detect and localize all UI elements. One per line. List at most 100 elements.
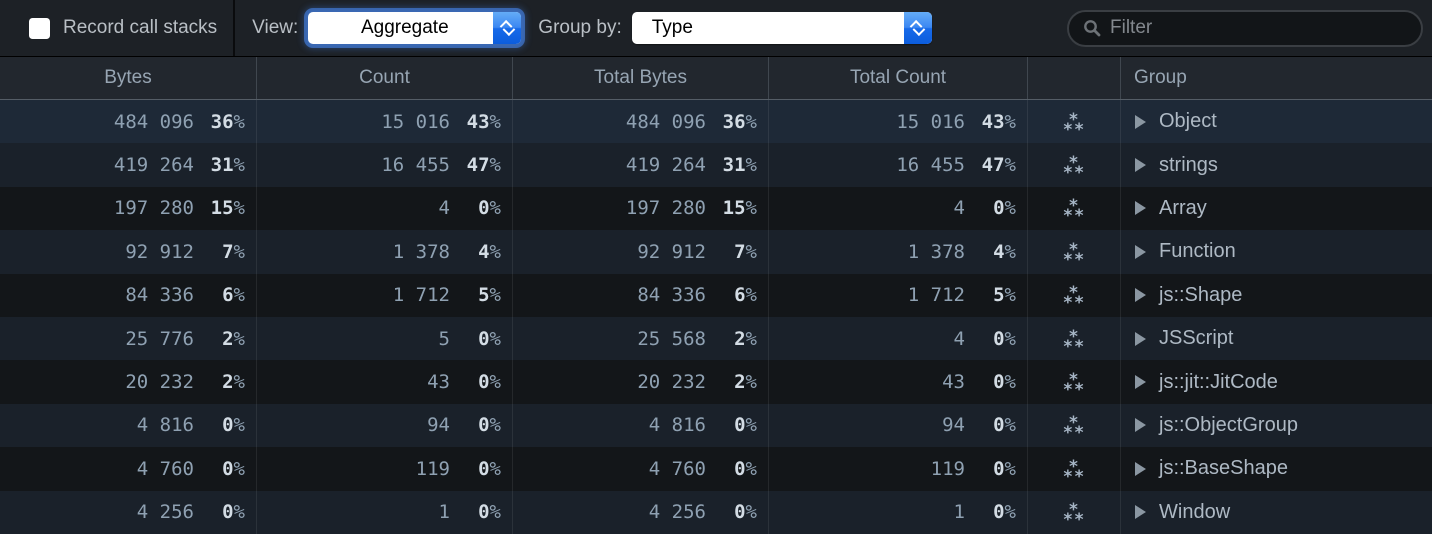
- count-cell-percent: 43%: [450, 111, 512, 133]
- bytes-cell-value: 197 280: [113, 197, 194, 220]
- table-row[interactable]: 4 816 0% 94 0% 4 816 0% 94 0% * ** js::ObjectGroup: [0, 403, 1432, 448]
- table-row[interactable]: 4 760 0% 119 0% 4 760 0% 119 0% * ** js::BaseShape: [0, 447, 1432, 491]
- view-individuals-icon[interactable]: * **: [1062, 456, 1086, 487]
- total-bytes-cell-percent: 2%: [706, 328, 768, 350]
- table-header: Bytes Count Total Bytes Total Count Grou…: [0, 57, 1432, 100]
- total-count-cell: 16 455 47%: [769, 143, 1028, 187]
- bytes-cell-value: 20 232: [125, 371, 194, 394]
- group-cell[interactable]: js::BaseShape: [1121, 447, 1432, 490]
- total-bytes-cell-percent-sign: %: [745, 457, 757, 480]
- total-count-cell-percent-number: 0: [993, 197, 1005, 220]
- bytes-cell-percent: 15%: [194, 197, 256, 219]
- view-individuals-icon[interactable]: * **: [1062, 370, 1086, 401]
- total-bytes-cell-value: 4 816: [648, 414, 706, 437]
- group-cell[interactable]: Object: [1121, 100, 1432, 143]
- expand-arrow-icon[interactable]: [1135, 201, 1146, 216]
- view-individuals-icon[interactable]: * **: [1062, 413, 1086, 444]
- total-bytes-cell-percent: 2%: [706, 371, 768, 393]
- group-cell[interactable]: Window: [1121, 491, 1432, 534]
- total-count-cell-percent-number: 0: [993, 414, 1005, 437]
- view-individuals-icon[interactable]: * **: [1062, 283, 1086, 314]
- group-cell[interactable]: js::Shape: [1121, 274, 1432, 317]
- count-cell: 4 0%: [257, 186, 513, 231]
- bytes-cell-percent-number: 31: [210, 154, 234, 177]
- table-row[interactable]: 4 256 0% 1 0% 4 256 0% 1 0% * ** Window: [0, 490, 1432, 534]
- bytes-cell-percent: 36%: [194, 111, 256, 133]
- count-cell-percent-sign: %: [489, 327, 501, 350]
- group-cell[interactable]: JSScript: [1121, 317, 1432, 360]
- view-individuals-icon[interactable]: * **: [1062, 153, 1086, 184]
- column-header-bytes[interactable]: Bytes: [0, 57, 257, 99]
- column-header-total-bytes[interactable]: Total Bytes: [513, 57, 769, 99]
- table-row[interactable]: 484 096 36% 15 016 43% 484 096 36% 15 016 43% * *…: [0, 100, 1432, 144]
- table-row[interactable]: 84 336 6% 1 712 5% 84 336 6% 1 712 5% * ** js::Sha…: [0, 273, 1432, 317]
- table-row[interactable]: 197 280 15% 4 0% 197 280 15% 4 0% * ** Array: [0, 186, 1432, 231]
- bytes-cell-percent-number: 0: [222, 414, 234, 437]
- count-cell: 119 0%: [257, 447, 513, 491]
- table-row[interactable]: 20 232 2% 43 0% 20 232 2% 43 0% * ** js::jit::JitC…: [0, 360, 1432, 404]
- count-cell-percent: 0%: [450, 414, 512, 436]
- view-individuals-icon[interactable]: * **: [1062, 196, 1086, 227]
- view-individuals-icon[interactable]: * **: [1062, 109, 1086, 140]
- bytes-cell: 419 264 31%: [0, 143, 257, 187]
- total-count-cell-percent-number: 43: [981, 110, 1005, 133]
- table-row[interactable]: 25 776 2% 5 0% 25 568 2% 4 0% * ** JSScript: [0, 316, 1432, 361]
- group-by-label: Group by:: [538, 17, 622, 38]
- total-count-cell-value: 15 016: [896, 110, 965, 133]
- count-cell: 94 0%: [257, 403, 513, 448]
- total-count-cell-percent: 0%: [965, 501, 1027, 523]
- table-row[interactable]: 419 264 31% 16 455 47% 419 264 31% 16 455 47% * *…: [0, 143, 1432, 187]
- group-name: js::Shape: [1159, 283, 1243, 306]
- total-count-cell-percent-sign: %: [1004, 457, 1016, 480]
- filter-input[interactable]: [1110, 17, 1407, 39]
- column-header-group[interactable]: Group: [1134, 67, 1187, 88]
- bytes-cell-percent-number: 0: [222, 457, 234, 480]
- total-count-cell-percent-sign: %: [1004, 284, 1016, 307]
- count-cell-percent-number: 0: [478, 501, 490, 524]
- group-by-select[interactable]: Type: [631, 12, 932, 44]
- select-stepper-icon: [493, 12, 522, 44]
- count-cell-percent-sign: %: [489, 110, 501, 133]
- bytes-cell-percent-number: 7: [222, 240, 234, 263]
- expand-arrow-icon[interactable]: [1135, 375, 1146, 390]
- filter-box[interactable]: [1067, 9, 1423, 47]
- group-cell[interactable]: Array: [1121, 187, 1432, 230]
- count-cell-percent-number: 47: [466, 154, 490, 177]
- record-call-stacks-checkbox[interactable]: [29, 17, 50, 39]
- group-cell[interactable]: js::jit::JitCode: [1121, 360, 1432, 403]
- expand-arrow-icon[interactable]: [1135, 461, 1146, 476]
- total-bytes-cell: 25 568 2%: [513, 316, 769, 361]
- bytes-cell-value: 4 256: [136, 501, 194, 524]
- expand-arrow-icon[interactable]: [1135, 331, 1146, 346]
- expand-arrow-icon[interactable]: [1135, 505, 1146, 520]
- view-individuals-icon[interactable]: * **: [1062, 326, 1086, 357]
- total-bytes-cell-percent: 31%: [706, 154, 768, 176]
- record-call-stacks-control[interactable]: Record call stacks: [0, 17, 217, 39]
- total-bytes-cell-percent: 0%: [706, 458, 768, 480]
- count-cell-value: 16 455: [381, 154, 450, 177]
- table-row[interactable]: 92 912 7% 1 378 4% 92 912 7% 1 378 4% * ** Functio…: [0, 230, 1432, 274]
- group-cell[interactable]: strings: [1121, 143, 1432, 186]
- count-cell-percent-number: 43: [466, 110, 490, 133]
- view-label: View:: [252, 17, 299, 38]
- bytes-cell-percent-sign: %: [233, 110, 245, 133]
- count-cell-percent: 0%: [450, 328, 512, 350]
- expand-arrow-icon[interactable]: [1135, 158, 1146, 173]
- count-cell-percent: 0%: [450, 458, 512, 480]
- individuals-cell: * **: [1028, 273, 1121, 317]
- view-select[interactable]: Aggregate: [308, 12, 522, 44]
- expand-arrow-icon[interactable]: [1135, 288, 1146, 303]
- view-individuals-icon[interactable]: * **: [1062, 239, 1086, 270]
- view-individuals-icon[interactable]: * **: [1062, 500, 1086, 531]
- bytes-cell-percent-sign: %: [233, 154, 245, 177]
- group-cell[interactable]: js::ObjectGroup: [1121, 404, 1432, 447]
- group-cell[interactable]: Function: [1121, 230, 1432, 273]
- count-cell: 5 0%: [257, 316, 513, 361]
- expand-arrow-icon[interactable]: [1135, 114, 1146, 129]
- total-count-cell-value: 4: [953, 327, 965, 350]
- expand-arrow-icon[interactable]: [1135, 418, 1146, 433]
- column-header-count[interactable]: Count: [257, 57, 513, 99]
- total-count-cell-percent: 0%: [965, 414, 1027, 436]
- column-header-total-count[interactable]: Total Count: [769, 57, 1028, 99]
- expand-arrow-icon[interactable]: [1135, 244, 1146, 259]
